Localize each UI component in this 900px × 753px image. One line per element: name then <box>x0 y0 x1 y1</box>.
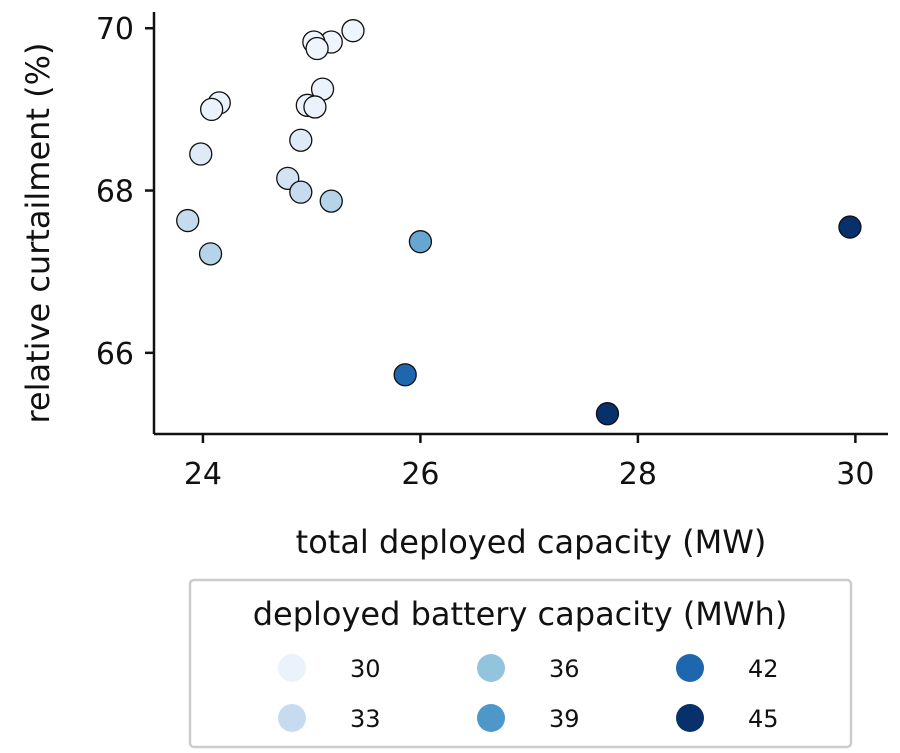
legend-entry: 42 <box>676 654 779 683</box>
y-tick-label: 66 <box>96 337 134 372</box>
x-tick-label: 28 <box>619 457 657 492</box>
data-point <box>838 215 862 239</box>
legend-label: 42 <box>748 655 779 683</box>
data-point <box>189 142 213 166</box>
legend-label: 45 <box>748 705 779 733</box>
legend-entry: 33 <box>278 704 381 733</box>
x-axis-label: total deployed capacity (MW) <box>296 523 767 561</box>
data-point <box>319 189 343 213</box>
legend-label: 36 <box>549 655 580 683</box>
legend-title: deployed battery capacity (MWh) <box>253 595 788 633</box>
legend-label: 33 <box>350 705 381 733</box>
data-point <box>289 128 313 152</box>
y-tick-label: 68 <box>96 175 134 210</box>
x-tick-label: 30 <box>836 457 874 492</box>
data-point <box>595 402 620 426</box>
x-tick-label: 24 <box>184 457 222 492</box>
legend-label: 30 <box>350 655 381 683</box>
y-axis-ticks: 66 68 70 <box>96 12 154 372</box>
legend: deployed battery capacity (MWh) 30 33 36 39… <box>188 578 853 749</box>
legend-entry: 39 <box>477 704 580 733</box>
y-axis-label: relative curtailment (%) <box>19 42 57 423</box>
legend-entry: 30 <box>278 654 381 683</box>
legend-entries: 30 33 36 39 42 45 <box>278 654 779 733</box>
legend-swatch <box>676 654 704 682</box>
x-tick-label: 26 <box>401 457 439 492</box>
legend-swatch <box>676 704 704 732</box>
legend-label: 39 <box>549 705 580 733</box>
data-points <box>176 19 862 426</box>
data-point <box>289 180 313 204</box>
data-point <box>305 36 329 61</box>
legend-swatch <box>278 654 306 682</box>
legend-entry: 45 <box>676 704 779 733</box>
legend-swatch <box>278 704 306 732</box>
data-point <box>176 208 200 233</box>
data-point <box>341 19 365 43</box>
legend-swatch <box>477 654 505 682</box>
legend-entry: 36 <box>477 654 580 683</box>
data-point <box>198 242 223 266</box>
y-tick-label: 70 <box>96 12 134 47</box>
data-point <box>408 230 433 254</box>
data-point <box>199 97 224 122</box>
legend-swatch <box>477 704 505 732</box>
data-point <box>303 95 327 119</box>
data-point <box>393 363 417 387</box>
x-axis-ticks: 24 26 28 30 <box>184 434 874 492</box>
